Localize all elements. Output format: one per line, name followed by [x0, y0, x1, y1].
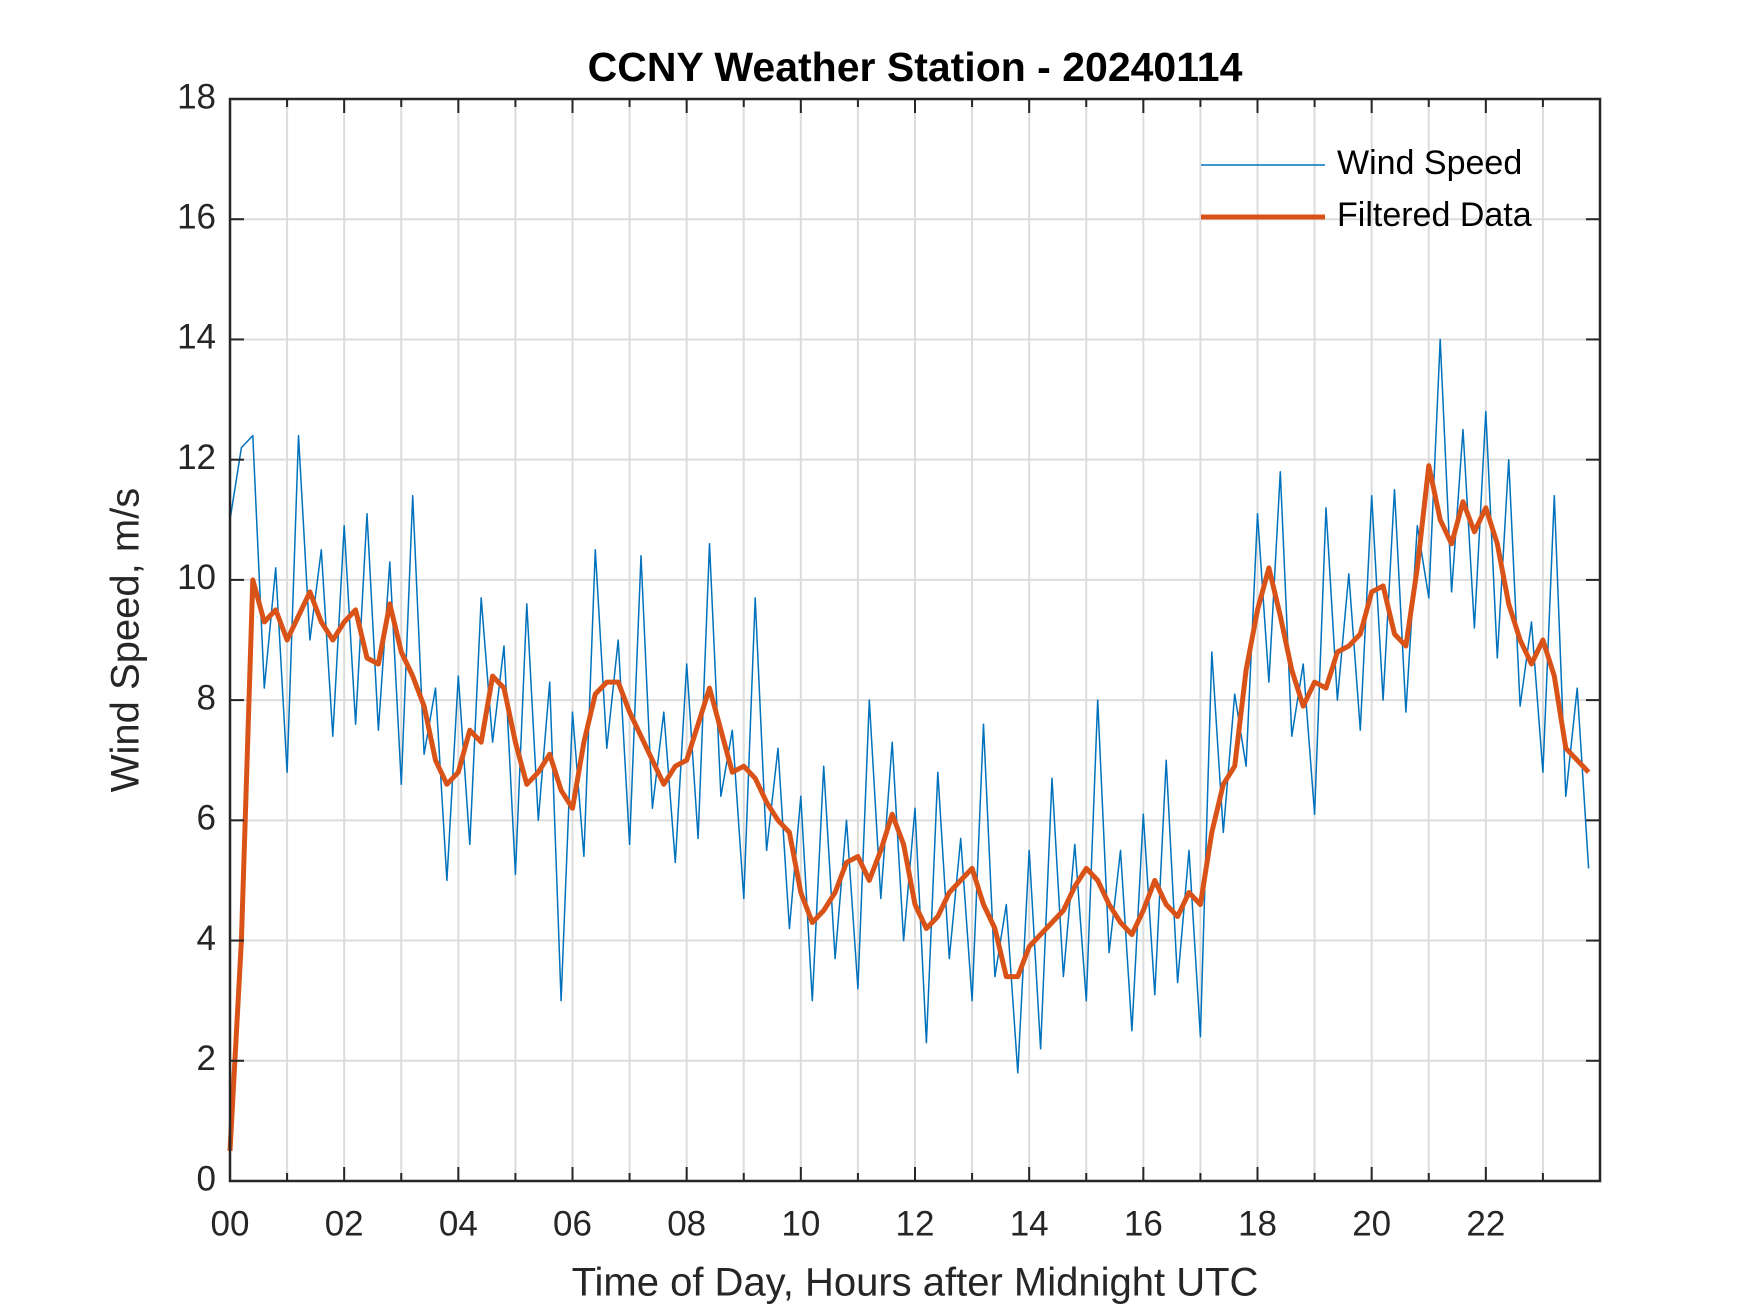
x-tick-label: 20	[1352, 1204, 1391, 1243]
y-tick-label: 14	[177, 318, 216, 357]
x-tick-label: 04	[439, 1204, 478, 1243]
y-tick-label: 2	[197, 1039, 216, 1078]
y-tick-label: 18	[177, 77, 216, 116]
y-axis-label: Wind Speed, m/s	[104, 488, 148, 793]
x-tick-label: 12	[896, 1204, 935, 1243]
y-tick-label: 16	[177, 197, 216, 236]
x-axis-label: Time of Day, Hours after Midnight UTC	[572, 1261, 1259, 1305]
x-tick-label: 22	[1466, 1204, 1505, 1243]
y-tick-label: 4	[197, 919, 216, 958]
x-tick-label: 06	[553, 1204, 592, 1243]
legend-label: Filtered Data	[1337, 196, 1532, 234]
x-tick-label: 08	[667, 1204, 706, 1243]
y-tick-label: 8	[197, 678, 216, 717]
x-tick-label: 18	[1238, 1204, 1277, 1243]
data-line	[227, 463, 1591, 1152]
y-tick-label: 12	[177, 438, 216, 477]
legend-label: Wind Speed	[1337, 144, 1522, 182]
x-tick-label: 16	[1124, 1204, 1163, 1243]
chart-title: CCNY Weather Station - 20240114	[588, 44, 1243, 90]
x-tick-label: 10	[781, 1204, 820, 1243]
x-tick-label: 02	[325, 1204, 364, 1243]
x-tick-label: 14	[1010, 1204, 1049, 1243]
x-tick-label: 00	[211, 1204, 250, 1243]
y-tick-label: 10	[177, 558, 216, 597]
y-tick-label: 0	[197, 1159, 216, 1198]
y-tick-label: 6	[197, 799, 216, 838]
